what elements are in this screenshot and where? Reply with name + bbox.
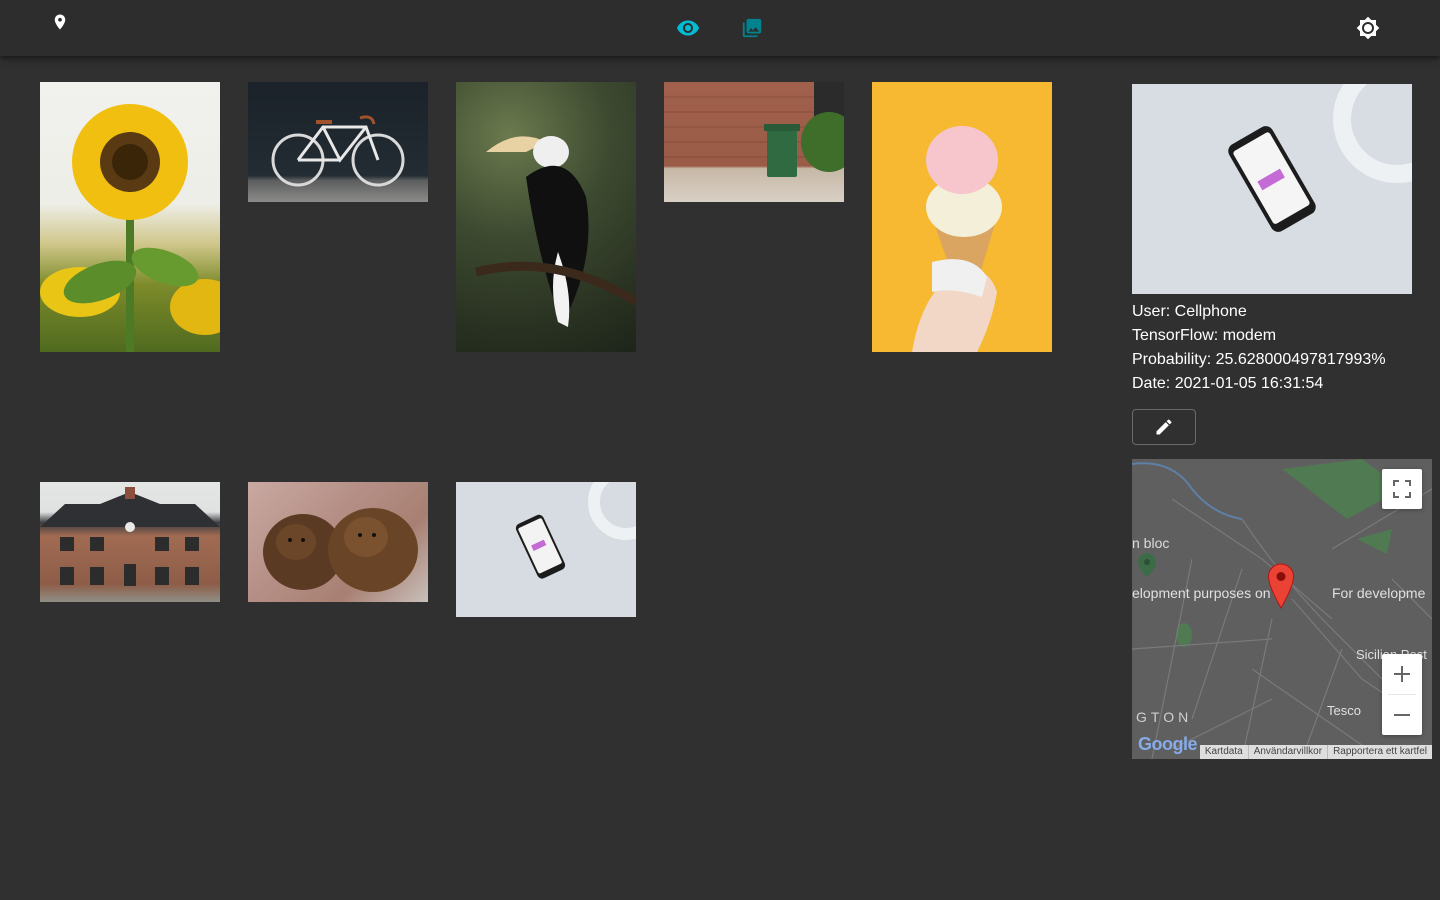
hornbill-image xyxy=(474,136,636,327)
gallery-thumb-bicycle[interactable] xyxy=(248,82,428,202)
selected-image-preview xyxy=(1132,84,1412,294)
trash-bin-image xyxy=(664,82,844,177)
map-zoom-controls xyxy=(1382,654,1422,735)
info-probability: Probability: 25.628000497817993% xyxy=(1132,351,1386,368)
plus-icon xyxy=(1394,666,1410,682)
map-label-gton: GTON xyxy=(1136,709,1193,725)
info-user: User: Cellphone xyxy=(1132,303,1247,320)
theme-toggle-button[interactable] xyxy=(1348,8,1388,48)
map-roads xyxy=(1132,459,1432,759)
map-label-tesco: Tesco xyxy=(1327,703,1361,718)
image-info: User: Cellphone TensorFlow: modem Probab… xyxy=(1132,300,1386,396)
map-zoom-in-button[interactable] xyxy=(1382,654,1422,694)
location-button[interactable] xyxy=(40,2,80,42)
gallery-thumb-ice-cream[interactable] xyxy=(872,82,1052,352)
map-terms-link[interactable]: Användarvillkor xyxy=(1247,745,1327,759)
map-label-dev-right: For developme xyxy=(1332,585,1426,601)
map-marker-icon[interactable] xyxy=(1267,563,1295,609)
location-pin-icon xyxy=(54,14,66,30)
map-attribution: Kartdata Användarvillkor Rapportera ett … xyxy=(1199,745,1432,759)
map-report-link[interactable]: Rapportera ett kartfel xyxy=(1327,745,1432,759)
location-map[interactable]: n bloc elopment purposes on For developm… xyxy=(1132,459,1432,759)
bears-image xyxy=(263,508,418,592)
map-label-bloc: n bloc xyxy=(1132,535,1170,551)
brightness-icon xyxy=(1356,16,1380,40)
eye-icon xyxy=(677,20,699,36)
google-logo[interactable]: Google xyxy=(1138,734,1198,755)
gallery-thumb-hornbill[interactable] xyxy=(456,82,636,352)
gallery-thumb-trash-bin[interactable] xyxy=(664,82,844,202)
gallery-tab-button[interactable] xyxy=(732,8,772,48)
bicycle-image xyxy=(271,115,405,187)
map-kartdata-link[interactable]: Kartdata xyxy=(1204,746,1243,757)
map-zoom-out-button[interactable] xyxy=(1382,695,1422,735)
photo-library-icon xyxy=(742,18,762,38)
fullscreen-icon xyxy=(1393,480,1411,498)
map-poi-marker-icon xyxy=(1138,553,1156,577)
ice-cream-image xyxy=(912,126,1002,352)
edit-button[interactable] xyxy=(1132,409,1196,445)
selected-cellphone-image xyxy=(1228,84,1412,232)
info-date: Date: 2021-01-05 16:31:54 xyxy=(1132,375,1324,392)
pencil-icon xyxy=(1156,419,1172,435)
zoom-separator xyxy=(1388,694,1416,695)
gallery-thumb-sunflower[interactable] xyxy=(40,82,220,352)
view-tab-button[interactable] xyxy=(668,8,708,48)
gallery-thumb-bears[interactable] xyxy=(248,482,428,602)
house-image xyxy=(40,487,220,586)
map-label-dev-left: elopment purposes on xyxy=(1132,585,1271,601)
app-bar xyxy=(0,0,1440,56)
info-tensorflow: TensorFlow: modem xyxy=(1132,327,1277,344)
google-logo-text: Google xyxy=(1138,734,1198,754)
gallery-thumb-cellphone[interactable] xyxy=(456,482,636,617)
sunflower-image xyxy=(40,104,220,352)
cellphone-image xyxy=(515,482,636,579)
minus-icon xyxy=(1394,714,1410,716)
gallery-thumb-house[interactable] xyxy=(40,482,220,602)
map-fullscreen-button[interactable] xyxy=(1382,469,1422,509)
